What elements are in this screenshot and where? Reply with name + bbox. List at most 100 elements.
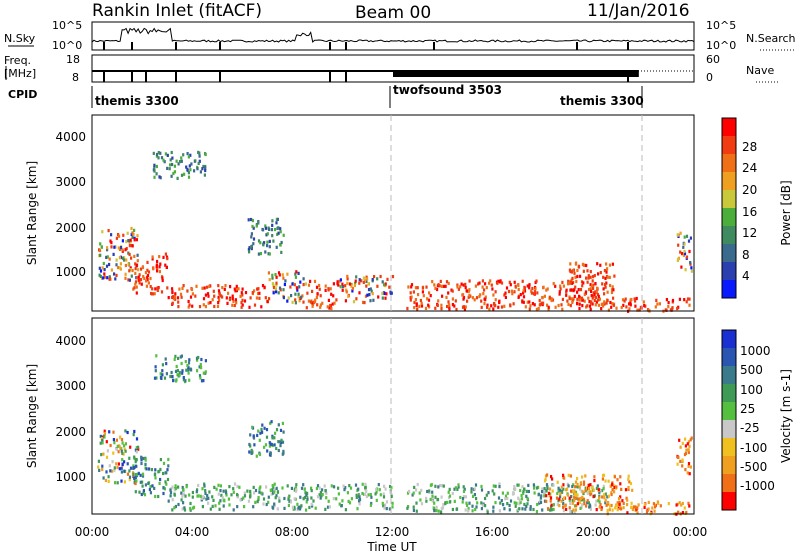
power-cell-679 xyxy=(542,301,545,305)
power-cell-634 xyxy=(451,289,454,293)
velocity-cell-339 xyxy=(267,495,270,499)
power-cell-1063 xyxy=(153,163,156,167)
velocity-cell-418 xyxy=(189,501,192,506)
velocity-cell-104 xyxy=(124,449,127,453)
power-cell-123 xyxy=(132,287,135,291)
power-cell-1035 xyxy=(176,176,179,180)
velocity-cell-68 xyxy=(124,442,127,446)
velocity-cell-1068 xyxy=(269,451,272,456)
power-cell-516 xyxy=(447,281,450,285)
xtick-3: 12:00 xyxy=(375,525,410,539)
velocity-cell-1076 xyxy=(161,369,164,373)
power-cell-566 xyxy=(427,298,431,302)
power-cell-985 xyxy=(259,252,262,256)
velocity-cell-529 xyxy=(429,483,432,487)
power-cell-291 xyxy=(281,273,284,277)
velocity-cell-877 xyxy=(602,473,605,477)
power-cell-118 xyxy=(134,267,137,271)
power-cell-979 xyxy=(248,250,251,254)
velocity-cell-972 xyxy=(607,501,610,505)
velocity-cell-796 xyxy=(601,477,604,481)
velocity-cell-918 xyxy=(584,489,587,493)
power-cell-185 xyxy=(241,293,244,297)
velocity-cell-869 xyxy=(568,506,571,510)
velocity-cell-916 xyxy=(589,493,592,497)
power-cell-665 xyxy=(496,281,499,285)
velocity-cell-866 xyxy=(613,475,616,479)
power-cell-688 xyxy=(456,283,459,287)
velocity-cell-136 xyxy=(163,487,166,491)
velocity-cell-101 xyxy=(97,459,100,463)
velocity-cell-548 xyxy=(525,489,528,493)
velocity-cell-97 xyxy=(123,444,126,448)
power-cell-571 xyxy=(433,283,436,287)
velocity-cell-1090 xyxy=(159,372,162,376)
power-cell-951 xyxy=(277,226,280,230)
velocity-cell-1033 xyxy=(263,426,266,430)
velocity-cell-362 xyxy=(378,488,381,492)
velocity-cell-802 xyxy=(573,490,576,494)
power-cell-749 xyxy=(546,287,549,291)
velocity-cell-990 xyxy=(686,471,689,475)
velocity-cell-219 xyxy=(310,486,313,490)
velocity-cell-401 xyxy=(257,495,260,500)
power-cell-835 xyxy=(613,274,616,278)
velocity-cell-332 xyxy=(337,486,340,490)
power-cell-742 xyxy=(421,286,424,290)
velocity-cell-1095 xyxy=(204,370,207,374)
power-cell-126 xyxy=(140,282,143,286)
power-cell-859 xyxy=(667,305,670,309)
velocity-cell-73 xyxy=(103,435,106,439)
velocity-cell-107 xyxy=(149,491,152,495)
power-cell-529 xyxy=(576,297,579,301)
velocity-cell-381 xyxy=(167,499,170,503)
velocity-cell-1053 xyxy=(282,430,285,434)
velocity-cell-1098 xyxy=(176,369,179,373)
power-cell-986 xyxy=(279,243,282,247)
velocity-cell-17 xyxy=(126,472,130,476)
velocity-cell-849 xyxy=(610,492,613,497)
power-cell-190 xyxy=(171,290,174,295)
velocity-cell-404 xyxy=(348,484,351,488)
velocity-cell-175 xyxy=(142,489,145,493)
velocity-cell-471 xyxy=(181,494,184,498)
power-cell-345 xyxy=(294,275,297,279)
velocity-cell-937 xyxy=(685,510,688,515)
velocity-cell-33 xyxy=(108,430,111,434)
power-cell-621 xyxy=(439,279,442,283)
power-cell-137 xyxy=(153,292,156,296)
power-cell-863 xyxy=(688,303,691,307)
velocity-cell-30 xyxy=(133,429,136,434)
velocity-cell-646 xyxy=(433,501,436,505)
velocity-cell-695 xyxy=(480,484,483,489)
power-cell-882 xyxy=(671,306,674,310)
velocity-cell-306 xyxy=(358,502,361,506)
velocity-cell-278 xyxy=(276,507,279,511)
power-cell-63 xyxy=(115,273,118,277)
velocity-cell-450 xyxy=(328,505,331,509)
power-cell-95 xyxy=(108,277,111,281)
velocity-cell-151 xyxy=(134,464,138,468)
velocity-cell-197 xyxy=(384,503,387,507)
power-cell-253 xyxy=(237,287,240,291)
power-cell-962 xyxy=(280,250,283,254)
velocity-cell-498 xyxy=(562,502,565,506)
velocity-cell-799 xyxy=(575,504,578,508)
power-cell-921 xyxy=(681,252,684,256)
power-cell-286 xyxy=(224,284,227,288)
power-cell-651 xyxy=(451,303,454,307)
power-cell-1038 xyxy=(194,159,197,163)
noise-left-tick-bottom: 10^0 xyxy=(52,39,82,52)
velocity-cell-188 xyxy=(224,489,227,493)
velocity-cell-61 xyxy=(123,460,126,464)
velocity-cell-609 xyxy=(529,505,532,509)
velocity-cell-432 xyxy=(287,497,290,501)
power-cell-930 xyxy=(683,235,686,239)
velocity-cell-875 xyxy=(588,490,592,494)
power-cell-843 xyxy=(597,272,600,276)
velocity-cell-854 xyxy=(626,498,629,502)
power-cell-300 xyxy=(289,285,292,289)
velocity-ylabel: Slant Range [km] xyxy=(25,364,39,468)
velocity-cell-1115 xyxy=(172,378,175,382)
velocity-cell-1123 xyxy=(197,355,200,360)
